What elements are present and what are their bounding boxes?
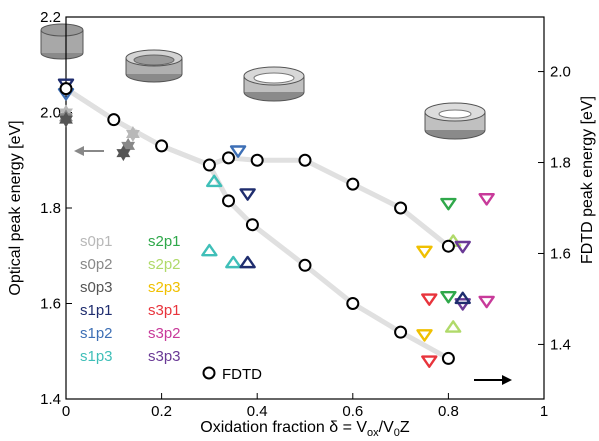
fdtd-point: [245, 218, 259, 232]
legend-entry: s0p1: [80, 233, 113, 250]
marker-s1p2: [229, 145, 247, 158]
right-arrow-icon: [474, 375, 512, 385]
y-tick-label: 1.8: [40, 200, 61, 217]
legend-entry: s3p3: [148, 348, 181, 365]
chart-marks: [57, 78, 495, 368]
marker-s1p3: [225, 255, 242, 269]
y2-tick-label: 1.6: [550, 245, 571, 262]
y-tick-label: 1.6: [40, 296, 61, 313]
y2-tick-label: 2.0: [550, 64, 571, 81]
x-axis-title: Oxidation fraction δ = Vox/V0Z: [200, 419, 410, 439]
legend-entry: s1p1: [80, 302, 113, 319]
cylinder-illustration-4: [424, 102, 486, 140]
legend-entry: s2p3: [148, 279, 181, 296]
marker-s2p2: [444, 320, 462, 333]
fdtd-point: [394, 201, 408, 215]
marker-s3p1: [421, 293, 438, 306]
marker-s3p2: [478, 295, 495, 309]
x-tick-label: 1: [540, 403, 548, 420]
marker-s3p2: [478, 193, 495, 206]
y2-tick-label: 1.4: [550, 336, 571, 353]
legend-fdtd-marker: [202, 366, 216, 380]
fdtd-point: [222, 151, 236, 165]
fdtd-point: [107, 113, 121, 127]
cylinder-illustration-2: [125, 49, 183, 83]
marker-s0p1: [125, 125, 140, 142]
marker-s0p3: [59, 111, 73, 128]
marker-s1p1: [239, 188, 256, 201]
marker-s3p1: [421, 355, 438, 368]
marker-s2p1: [440, 290, 457, 304]
marker-s1p3: [201, 243, 218, 257]
marker-s1p1: [239, 255, 256, 269]
marker-s2p3: [416, 245, 433, 259]
y2-tick-label: 1.8: [550, 155, 571, 172]
axis-ticks: 0 0.2 0.4 0.6 0.8 1 1.4 1.6 1.8 2.0 2.2 1.4 1.6 1.8 2.…: [40, 9, 571, 420]
fdtd-point: [441, 351, 455, 365]
marker-s2p1: [440, 197, 457, 211]
legend-entry: s3p1: [148, 302, 181, 319]
y2-axis-title: FDTD peak energy [eV]: [579, 96, 596, 264]
x-tick-label: 0.4: [247, 403, 268, 420]
marker-s0p3: [116, 145, 131, 162]
fdtd-point: [346, 297, 360, 310]
fdtd-point: [346, 177, 360, 191]
marker-s0p2: [121, 137, 136, 154]
left-arrow-icon: [74, 146, 104, 156]
marker-s1p1: [454, 291, 471, 305]
cylinder-illustration-1: [40, 23, 84, 60]
marker-s1p3: [205, 174, 223, 188]
marker-s3p3: [454, 240, 471, 254]
x-tick-label: 0.2: [151, 403, 172, 420]
fdtd-point: [441, 239, 455, 253]
legend-entry: s2p1: [148, 233, 181, 250]
legend: s0p1 s0p2 s0p3 s1p1 s1p2 s1p3 s2p1 s2p2 s2p3 s3p1…: [80, 233, 262, 383]
legend-entry: s0p2: [80, 256, 113, 273]
fdtd-point: [250, 153, 264, 167]
y-tick-label: 2.2: [40, 9, 61, 26]
marker-s2p3: [416, 329, 433, 342]
y-tick-label: 2.0: [40, 105, 61, 122]
legend-entry: s2p2: [148, 256, 181, 273]
legend-entry: s0p3: [80, 279, 113, 296]
fdtd-point: [222, 194, 236, 208]
marker-s3p3: [454, 298, 471, 311]
legend-entry: FDTD: [222, 366, 262, 383]
fdtd-point: [298, 258, 312, 272]
legend-entry: s1p2: [80, 325, 113, 342]
legend-entry: s3p2: [148, 325, 181, 342]
x-tick-label: 0.8: [438, 403, 459, 420]
fdtd-point: [59, 82, 73, 96]
cylinder-illustration-3: [243, 66, 305, 102]
x-tick-label: 0.6: [342, 403, 363, 420]
y-axis-title: Optical peak energy [eV]: [7, 120, 24, 295]
legend-entry: s1p3: [80, 348, 113, 365]
fdtd-point: [298, 153, 312, 167]
x-tick-label: 0: [62, 403, 70, 420]
fdtd-point: [155, 139, 169, 153]
fdtd-point: [394, 325, 408, 339]
fdtd-point: [202, 158, 216, 172]
y-tick-label: 1.4: [40, 391, 61, 408]
